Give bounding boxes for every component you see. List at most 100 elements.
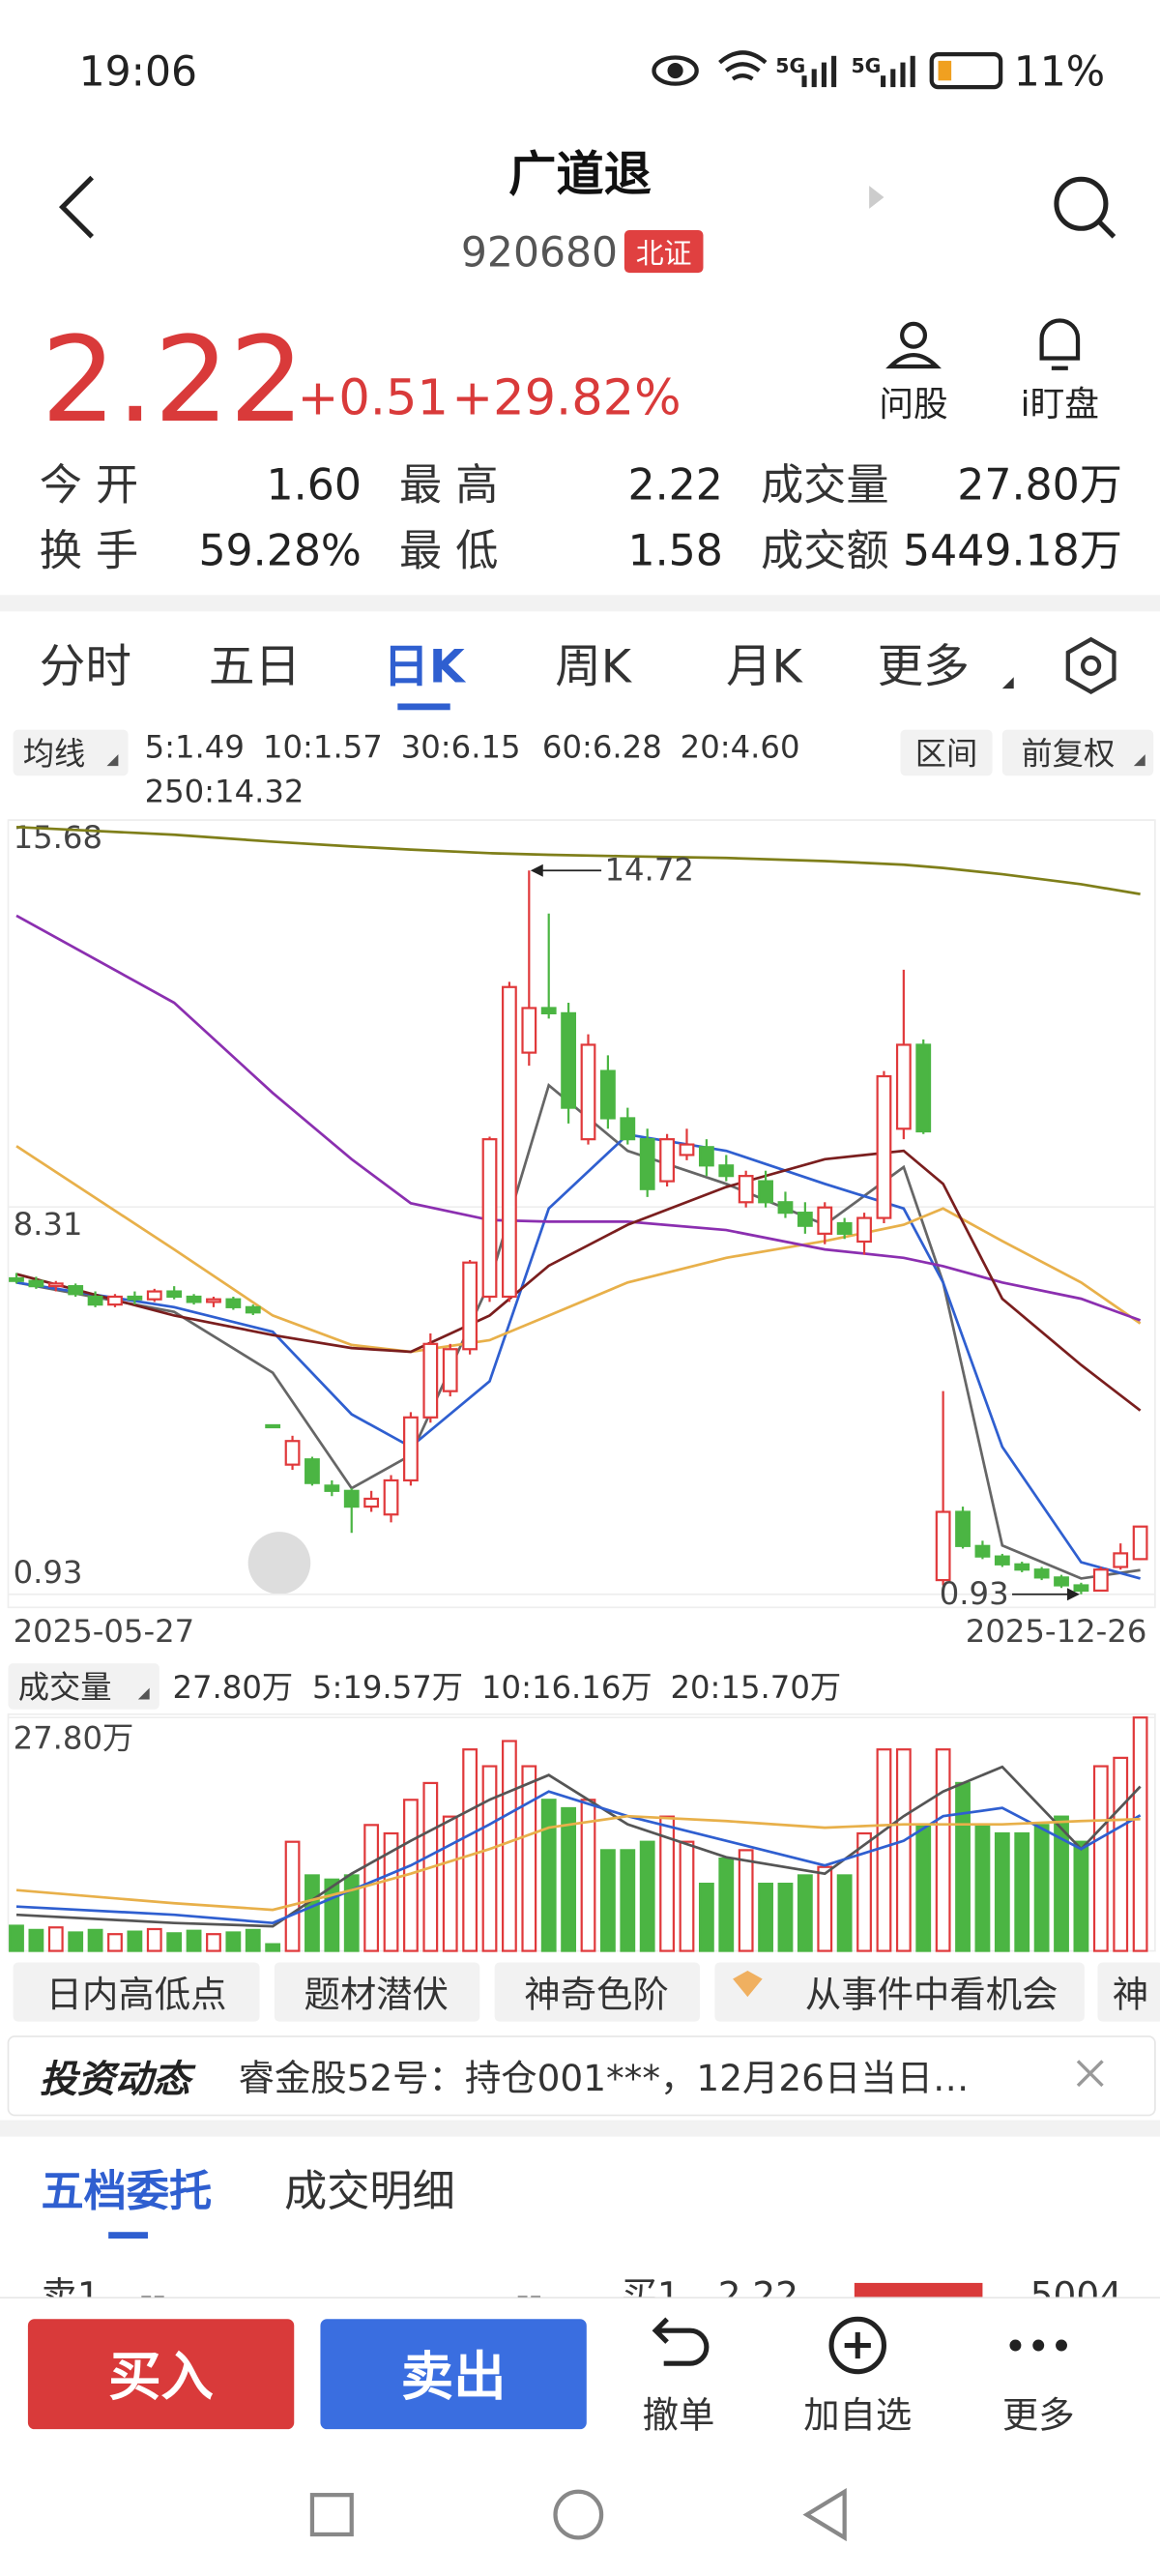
candle-body [1033,1568,1050,1579]
candle-body [442,1348,458,1392]
candle-body [856,1216,872,1244]
volume-button[interactable] [8,1663,160,1710]
candle-body [245,1305,261,1314]
candle-body [127,1295,143,1301]
price-change: +0.51 [298,369,449,426]
y-tick-label: 15.68 [14,819,102,856]
low-label: 0.93 [940,1575,1009,1612]
candle-body [718,1164,735,1178]
sell-label[interactable]: 卖出 [401,2346,507,2407]
volume-bar [1054,1815,1069,1952]
range-label[interactable]: 区间 [915,735,978,772]
clock: 19:06 [79,48,197,96]
period-tab[interactable]: 日K [383,640,467,693]
candle-body [540,1007,557,1015]
volume-bar [777,1883,794,1952]
candle-body [955,1510,971,1547]
action-label[interactable]: 问股 [879,385,947,424]
exchange-badge [624,229,704,274]
close-news[interactable] [1076,2060,1104,2088]
period-tab[interactable]: 更多 [878,640,970,693]
volume-bar [817,1865,833,1952]
next-arrow[interactable] [869,186,884,209]
volume-bar [718,1857,735,1952]
bottom-action[interactable]: 加自选 [803,2393,912,2436]
candle-body [738,1175,754,1204]
volume-bar [383,1831,399,1952]
ma-legend: 30:6.15 [401,729,521,766]
nav-back[interactable] [802,2487,847,2542]
period-tab[interactable]: 分时 [40,640,131,693]
volume-bar [974,1824,991,1952]
plot-frame [7,819,1156,1609]
adjust-label[interactable]: 前复权 [1021,735,1115,772]
order-tab[interactable]: 五档委托 [41,2167,212,2216]
watch-icon[interactable] [1039,318,1081,370]
candle-body [836,1221,853,1235]
order-tab[interactable]: 成交明细 [284,2167,455,2216]
news-bar[interactable] [7,2035,1156,2117]
volume-bar [146,1927,162,1952]
back-button[interactable] [58,175,94,239]
tab-underline [397,703,450,711]
last-price: 2.22 [41,310,304,449]
candle-body [481,1138,498,1299]
ma-line [15,1132,1141,1580]
x-tick-label: 2025-12-26 [966,1613,1147,1650]
ma-button[interactable] [13,729,129,776]
undo-icon [652,2317,710,2366]
candle-body [561,1011,577,1109]
stock-name: 广道退 [508,146,652,202]
period-tab[interactable]: 五日 [209,640,301,693]
volume-bar [363,1824,380,1952]
adjust-button[interactable] [1001,729,1154,776]
nav-recent[interactable] [309,2493,354,2537]
volume-bar [166,1932,183,1952]
volume-bar [186,1929,202,1952]
ma-line [15,1149,1142,1412]
search-button[interactable] [1054,176,1116,239]
stat-label: 最 高 [399,461,498,511]
divider [0,595,1160,612]
bottom-action[interactable]: 撤单 [643,2393,715,2436]
feature-chip[interactable]: 题材潜伏 [304,1973,449,2015]
bottom-action[interactable]: 更多 [1002,2393,1075,2436]
signal: 5G 5G [775,54,915,88]
ma-line [15,825,1141,895]
more-dot [1032,2339,1045,2352]
candle-body [580,1043,596,1141]
volume-bar [540,1799,557,1952]
period-tab[interactable]: 月K [726,640,804,693]
ma-line [15,1082,1141,1580]
ask-icon[interactable] [885,321,942,369]
volume-bar [698,1883,714,1952]
feature-chip[interactable]: 日内高低点 [46,1973,227,2015]
candle-body [265,1423,281,1429]
ma-legend: 250:14.32 [145,773,304,809]
stat-value: 1.60 [267,461,362,511]
period-tab[interactable]: 周K [555,640,633,693]
status-icons [652,50,1003,90]
buy-label[interactable]: 买入 [108,2346,214,2407]
feature-chip[interactable]: 神 [1113,1973,1148,2015]
action-label[interactable]: i盯盘 [1021,385,1099,424]
ma-button-label: 均线 [23,735,86,772]
candle-body [422,1342,439,1419]
candle-body [876,1074,892,1219]
sell-button[interactable] [320,2319,587,2430]
svg-text:5G: 5G [851,54,881,77]
volume-bar [107,1933,123,1952]
feature-chip[interactable]: 从事件中看机会 [805,1973,1058,2015]
feature-chip[interactable]: 神奇色阶 [524,1973,669,2015]
nav-home[interactable] [553,2489,604,2540]
candle-body [502,985,517,1299]
stat-label: 成交量 [761,461,889,511]
settings-button[interactable] [1065,636,1116,695]
volume-bar [599,1849,616,1952]
range-button[interactable] [900,729,993,776]
buy-button[interactable] [27,2319,295,2430]
stat-value: 59.28% [198,527,362,576]
volume-bar [304,1874,320,1952]
candle-body [521,1007,537,1054]
